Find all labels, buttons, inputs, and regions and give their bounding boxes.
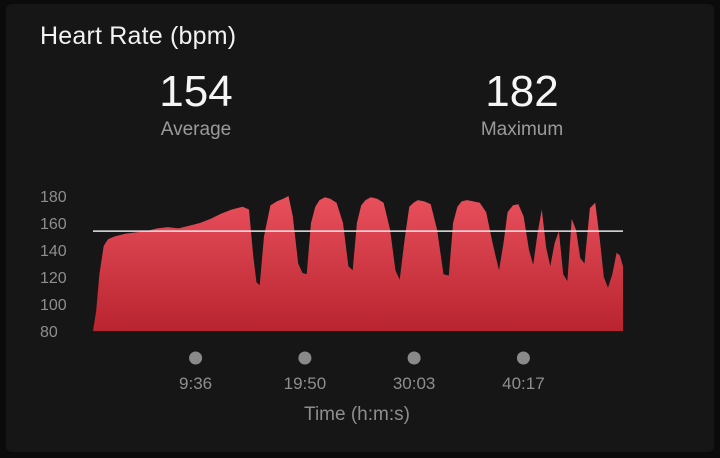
maximum-stat: 182 Maximum: [432, 66, 612, 142]
maximum-label: Maximum: [480, 119, 564, 140]
average-value: 154: [159, 67, 233, 116]
x-tick-label: 9:36: [179, 374, 212, 393]
maximum-value: 182: [485, 67, 559, 116]
y-tick-label: 180: [40, 189, 67, 206]
y-tick-label: 100: [40, 297, 67, 314]
x-tick-label: 19:50: [284, 374, 327, 393]
x-tick-label: 30:03: [393, 374, 436, 393]
x-axis-label: Time (h:m:s): [304, 404, 410, 425]
average-label: Average: [160, 119, 232, 140]
y-tick-label: 160: [40, 216, 67, 233]
x-tick-label: 40:17: [502, 374, 545, 393]
y-tick-label: 120: [40, 270, 67, 287]
x-tick-marker[interactable]: [407, 351, 421, 365]
x-tick-marker[interactable]: [516, 351, 530, 365]
x-tick-marker[interactable]: [298, 351, 312, 365]
y-tick-label: 80: [40, 324, 58, 341]
y-tick-label: 140: [40, 243, 67, 260]
heart-rate-area: [93, 196, 623, 331]
x-tick-marker[interactable]: [189, 351, 203, 365]
chart-title: Heart Rate (bpm): [40, 22, 237, 50]
average-stat: 154 Average: [106, 66, 286, 142]
